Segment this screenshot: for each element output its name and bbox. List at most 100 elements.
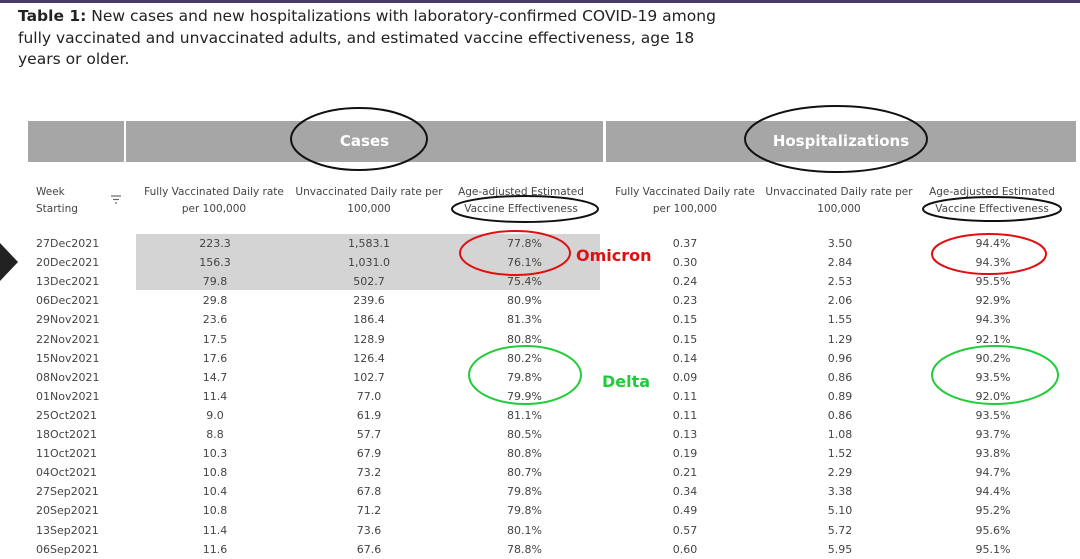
cell-hosp-unvaccinated: 2.29 (827, 466, 853, 480)
cell-week: 29Nov2021 (36, 313, 100, 327)
cell-cases-fully-vaccinated: 8.8 (206, 428, 224, 441)
column-header-hosp-unvaccinated[interactable]: Unvaccinated Daily rate per 100,000 (765, 186, 913, 215)
column-header-cases-effectiveness[interactable]: Age-adjusted Estimated Vaccine Effective… (448, 184, 594, 218)
cell-cases-effectiveness: 80.9% (507, 294, 542, 308)
table-row[interactable]: 20Sep2021 10.8 71.2 79.8% 0.49 5.10 95.2% (0, 501, 1080, 520)
cell-cases-fully-vaccinated: 14.7 (202, 370, 228, 384)
column-header-week[interactable]: Week Starting (36, 184, 106, 218)
cell-cases-effectiveness: 80.7% (507, 466, 542, 480)
cell-cases-fully-vaccinated: 23.6 (202, 313, 228, 327)
column-header-hosp-fully-vaccinated[interactable]: Fully Vaccinated Daily rate per 100,000 (615, 186, 755, 215)
cell-hosp-unvaccinated: 0.86 (827, 408, 853, 422)
cell-week: 22Nov2021 (36, 332, 100, 346)
cell-week: 11Oct2021 (36, 447, 98, 461)
table-row[interactable]: 08Nov2021 14.7 102.7 79.8% 0.09 0.86 93.5% (0, 368, 1080, 387)
cell-hosp-fully-vaccinated: 0.49 (672, 504, 698, 518)
cell-week: 18Oct2021 (36, 428, 98, 441)
table-row[interactable]: 27Dec2021 223.3 1,583.1 77.8% 0.37 3.50 94.4% (0, 234, 1080, 253)
column-header-hosp-effectiveness[interactable]: Age-adjusted Estimated Vaccine Effective… (918, 184, 1066, 218)
cell-week: 15Nov2021 (36, 351, 100, 365)
cell-hosp-unvaccinated: 1.29 (827, 332, 853, 346)
table-row[interactable]: 29Nov2021 23.6 186.4 81.3% 0.15 1.55 94.3% (0, 310, 1080, 329)
cell-week: 13Dec2021 (36, 275, 100, 289)
omicron-label: Omicron (576, 246, 652, 265)
cell-hosp-unvaccinated: 1.52 (827, 447, 853, 461)
cell-cases-unvaccinated: 126.4 (353, 351, 385, 365)
cell-cases-effectiveness: 79.8% (507, 370, 542, 384)
week-header-line1: Week (36, 186, 65, 198)
table-row[interactable]: 06Dec2021 29.8 239.6 80.9% 0.23 2.06 92.9% (0, 291, 1080, 310)
cell-week: 06Sep2021 (36, 542, 99, 556)
table-row[interactable]: 15Nov2021 17.6 126.4 80.2% 0.14 0.96 90.2% (0, 349, 1080, 368)
cell-cases-fully-vaccinated: 9.0 (206, 408, 224, 422)
table-row[interactable]: 13Sep2021 11.4 73.6 80.1% 0.57 5.72 95.6% (0, 521, 1080, 540)
cell-hosp-effectiveness: 95.2% (975, 504, 1011, 518)
cell-cases-effectiveness: 81.3% (507, 313, 542, 327)
cell-cases-fully-vaccinated: 10.3 (202, 447, 228, 461)
cell-hosp-fully-vaccinated: 0.23 (672, 294, 698, 308)
table-row[interactable]: 06Sep2021 11.6 67.6 78.8% 0.60 5.95 95.1% (0, 540, 1080, 559)
cell-cases-fully-vaccinated: 223.3 (199, 237, 231, 250)
cell-week: 25Oct2021 (36, 408, 98, 422)
table-row[interactable]: 04Oct2021 10.8 73.2 80.7% 0.21 2.29 94.7% (0, 463, 1080, 482)
cell-hosp-effectiveness: 95.6% (975, 523, 1011, 537)
cell-cases-effectiveness: 80.8% (507, 447, 542, 461)
cell-cases-effectiveness: 79.8% (507, 485, 542, 499)
cases-ve-line1: Age-adjusted Estimated (458, 186, 584, 198)
cell-week: 20Sep2021 (36, 504, 99, 518)
cell-hosp-unvaccinated: 2.06 (827, 294, 853, 308)
cell-hosp-fully-vaccinated: 0.14 (672, 351, 698, 365)
cell-cases-fully-vaccinated: 79.8 (202, 275, 228, 289)
cell-hosp-fully-vaccinated: 0.09 (672, 370, 698, 384)
cell-cases-fully-vaccinated: 11.6 (202, 542, 228, 556)
table-row[interactable]: 11Oct2021 10.3 67.9 80.8% 0.19 1.52 93.8% (0, 444, 1080, 463)
table-row[interactable]: 13Dec2021 79.8 502.7 75.4% 0.24 2.53 95.5% (0, 272, 1080, 291)
cell-cases-fully-vaccinated: 17.6 (202, 351, 228, 365)
cell-hosp-unvaccinated: 1.08 (827, 428, 853, 441)
delta-label: Delta (602, 372, 651, 391)
cell-hosp-fully-vaccinated: 0.11 (672, 408, 698, 422)
cell-cases-unvaccinated: 57.7 (356, 428, 382, 441)
cell-hosp-effectiveness: 92.9% (975, 294, 1011, 308)
cell-hosp-unvaccinated: 5.95 (827, 542, 853, 556)
table-row[interactable]: 25Oct2021 9.0 61.9 81.1% 0.11 0.86 93.5% (0, 406, 1080, 425)
table-row[interactable]: 20Dec2021 156.3 1,031.0 76.1% 0.30 2.84 94.3% (0, 253, 1080, 272)
cell-hosp-effectiveness: 94.4% (975, 485, 1011, 499)
column-header-cases-unvaccinated[interactable]: Unvaccinated Daily rate per 100,000 (295, 186, 443, 215)
table-caption: Table 1: New cases and new hospitalizati… (18, 6, 738, 71)
cell-cases-unvaccinated: 73.6 (356, 523, 382, 537)
cell-week: 04Oct2021 (36, 466, 98, 480)
cell-hosp-fully-vaccinated: 0.15 (672, 313, 698, 327)
cell-hosp-unvaccinated: 3.50 (827, 237, 853, 250)
sort-filter-icon[interactable] (111, 195, 121, 205)
cell-cases-effectiveness: 79.8% (507, 504, 542, 518)
cell-cases-unvaccinated: 128.9 (353, 332, 385, 346)
cell-hosp-effectiveness: 94.3% (975, 313, 1011, 327)
column-header-cases-fully-vaccinated[interactable]: Fully Vaccinated Daily rate per 100,000 (144, 186, 284, 215)
cell-cases-unvaccinated: 1,031.0 (348, 256, 390, 270)
cell-hosp-effectiveness: 93.8% (975, 447, 1011, 461)
cell-hosp-effectiveness: 95.1% (975, 542, 1011, 556)
cell-cases-unvaccinated: 186.4 (353, 313, 385, 327)
table-row[interactable]: 18Oct2021 8.8 57.7 80.5% 0.13 1.08 93.7% (0, 425, 1080, 444)
cell-hosp-unvaccinated: 5.72 (827, 523, 853, 537)
cell-hosp-effectiveness: 94.3% (975, 256, 1011, 270)
table-row[interactable]: 27Sep2021 10.4 67.8 79.8% 0.34 3.38 94.4% (0, 482, 1080, 501)
table-row[interactable]: 22Nov2021 17.5 128.9 80.8% 0.15 1.29 92.1% (0, 330, 1080, 349)
hosp-ve-line2: Vaccine Effectiveness (935, 203, 1049, 215)
cell-hosp-effectiveness: 90.2% (975, 351, 1011, 365)
cell-hosp-unvaccinated: 3.38 (827, 485, 853, 499)
cell-cases-unvaccinated: 61.9 (356, 408, 382, 422)
cell-cases-fully-vaccinated: 10.4 (202, 485, 228, 499)
cell-hosp-unvaccinated: 0.86 (827, 370, 853, 384)
cell-week: 27Sep2021 (36, 485, 99, 499)
cell-week: 13Sep2021 (36, 523, 99, 537)
cell-week: 20Dec2021 (36, 256, 100, 270)
cell-cases-effectiveness: 80.1% (507, 523, 542, 537)
cell-hosp-effectiveness: 95.5% (975, 275, 1011, 289)
cell-cases-fully-vaccinated: 17.5 (202, 332, 228, 346)
week-header-line2: Starting (36, 203, 78, 215)
cell-hosp-effectiveness: 93.5% (975, 408, 1011, 422)
table-row[interactable]: 01Nov2021 11.4 77.0 79.9% 0.11 0.89 92.0% (0, 387, 1080, 406)
cell-cases-unvaccinated: 102.7 (353, 370, 385, 384)
